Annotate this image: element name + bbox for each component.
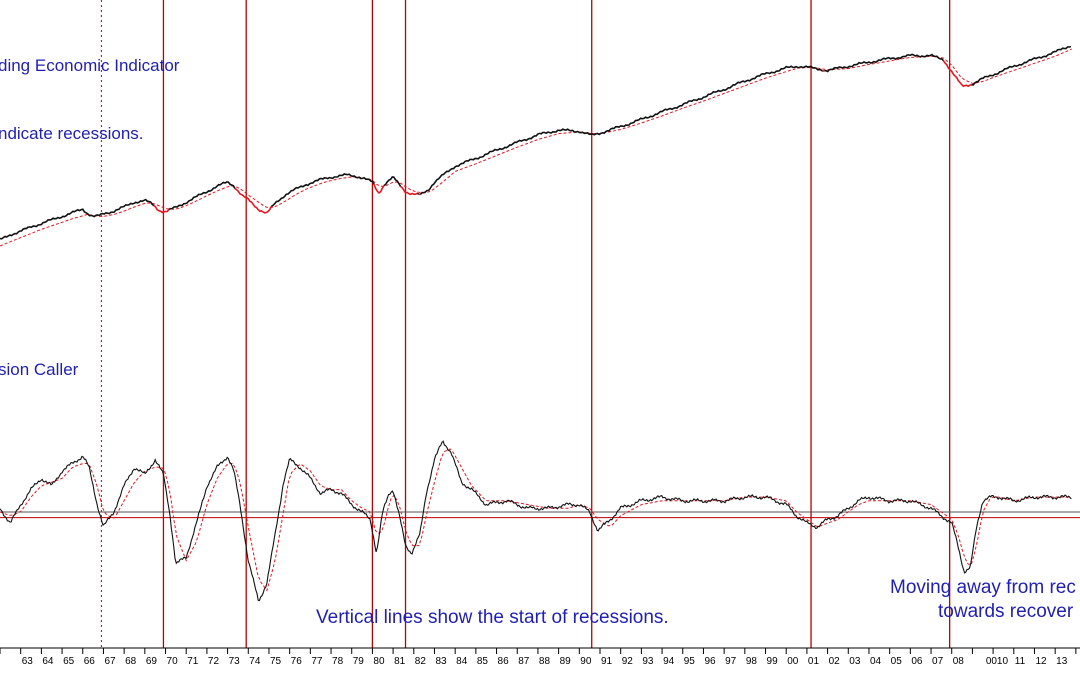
x-tick-label: 12 [1035,656,1047,667]
top-indicator-line [0,198,155,240]
x-tick-label: 00 [787,656,799,667]
x-tick-label: 85 [477,656,489,667]
x-tick-label: 05 [891,656,903,667]
x-tick-label: 87 [518,656,530,667]
top-indicator-line-below-average [400,185,418,196]
x-tick-label: 74 [249,656,261,667]
top-indicator-line [419,65,824,195]
x-tick-label: 81 [394,656,406,667]
x-tick-label: 02 [829,656,841,667]
x-tick-label: 82 [415,656,427,667]
x-tick-label: 84 [456,656,468,667]
x-axis: 63 64 65 66 67 68 69 70 71 72 73 74 75 76 77 78 79 80 81 82… [0,647,1080,675]
x-tick-label: 92 [622,656,634,667]
top-indicator-line-below-average [153,204,170,214]
top-indicator-line [971,45,1072,86]
x-tick-label: 80 [373,656,385,667]
x-tick-label: 71 [187,656,199,667]
x-tick-label: 67 [104,656,116,667]
bottom-moving-average-line [0,448,1071,592]
bottom-panel-title: sion Caller [0,360,79,379]
top-indicator-line-below-average [822,69,825,73]
x-tick-label: 88 [539,656,551,667]
x-tick-label: 97 [725,656,737,667]
x-tick-label: 66 [84,656,96,667]
x-tick-label: 03 [849,656,861,667]
top-moving-average-line [0,48,1072,247]
top-indicator-line [270,172,375,208]
x-tick-label: 79 [353,656,365,667]
x-tick-label: 78 [332,656,344,667]
top-indicator-line-below-average [373,184,385,194]
x-tick-label: 13 [1056,656,1068,667]
leading-indicator-panel [0,45,1072,247]
top-indicator-line [824,53,944,73]
x-tick-label: 86 [498,656,510,667]
x-tick-label: 89 [560,656,572,667]
x-tick-label: 95 [684,656,696,667]
x-tick-label: 77 [311,656,323,667]
x-tick-label: 76 [291,656,303,667]
x-tick-label: 63 [22,656,34,667]
top-panel-note: ndicate recessions. [0,124,144,143]
top-indicator-line-below-average [234,187,273,214]
recession-caller-panel [0,440,1072,602]
x-tick-label: 93 [642,656,654,667]
top-indicator-line [416,192,420,195]
x-tick-label: 11 [1015,656,1026,667]
x-tick-label: 65 [63,656,75,667]
x-tick-label: 04 [870,656,882,667]
recession-lines-note: Vertical lines show the start of recessi… [316,607,669,628]
x-axis-band [0,648,1080,675]
recession-caller-line [0,440,1072,602]
x-tick-label: 90 [580,656,592,667]
x-tick-label: 68 [125,656,137,667]
zero-reference-lines [0,511,1080,519]
x-tick-label: 72 [208,656,220,667]
top-indicator-line-below-average [942,60,972,88]
x-tick-label: 70 [167,656,179,667]
x-tick-label: 06 [911,656,923,667]
x-tick-label: 98 [746,656,758,667]
recession-start-lines [100,0,951,648]
x-tick-label: 01 [808,656,820,667]
x-tick-label: 91 [601,656,613,667]
x-tick-label: 73 [229,656,241,667]
x-tick-label: 99 [767,656,779,667]
x-tick-label: 83 [435,656,447,667]
x-tick-label: 64 [42,656,54,667]
x-tick-label: 75 [270,656,282,667]
x-tick-label: 08 [953,656,965,667]
recovery-note-line-2: towards recover [938,601,1074,622]
top-indicator-line [168,181,236,211]
x-tick-label: 07 [932,656,944,667]
x-tick-label: 69 [146,656,158,667]
recovery-note-line-1: Moving away from rec [890,577,1076,598]
x-tick-label: 96 [704,656,716,667]
x-tick-label: 94 [663,656,675,667]
top-indicator-line [383,176,402,187]
x-tick-label: 0010 [986,656,1009,667]
top-panel-title: ding Economic Indicator [0,56,180,75]
